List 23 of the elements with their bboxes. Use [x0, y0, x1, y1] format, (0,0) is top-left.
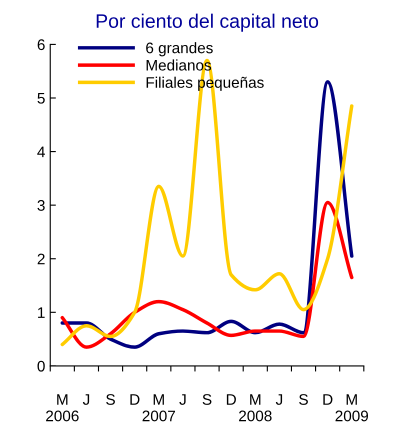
x-tick-label: M 2009: [336, 394, 368, 422]
y-tick-label: 3: [37, 200, 45, 211]
x-tick-label: J: [82, 394, 90, 405]
x-tick-label: S: [299, 394, 308, 405]
x-tick-label: D: [130, 394, 140, 405]
line-series: [60, 200, 354, 349]
y-tick-label: 1: [38, 307, 45, 318]
x-tick-label: S: [106, 394, 115, 405]
legend-label: 6 grandes: [146, 42, 213, 56]
x-tick-label: S: [202, 394, 212, 405]
chart-title: Por ciento del capital neto: [96, 14, 318, 32]
x-tick-label: D: [226, 394, 236, 405]
x-tick-label: D: [323, 394, 332, 405]
x-tick-label: M 2008: [239, 394, 272, 422]
x-tick-label: M 2006: [46, 394, 79, 422]
y-tick-label: 0: [37, 360, 45, 372]
x-tick-label: J: [276, 394, 282, 405]
y-tick-label: 4: [37, 146, 45, 158]
y-tick-label: 2: [38, 254, 45, 264]
x-tick-label: M 2007: [142, 394, 176, 422]
y-tick-label: 5: [38, 93, 45, 104]
y-tick-label: 6: [38, 39, 45, 50]
x-tick-label: J: [179, 394, 186, 405]
